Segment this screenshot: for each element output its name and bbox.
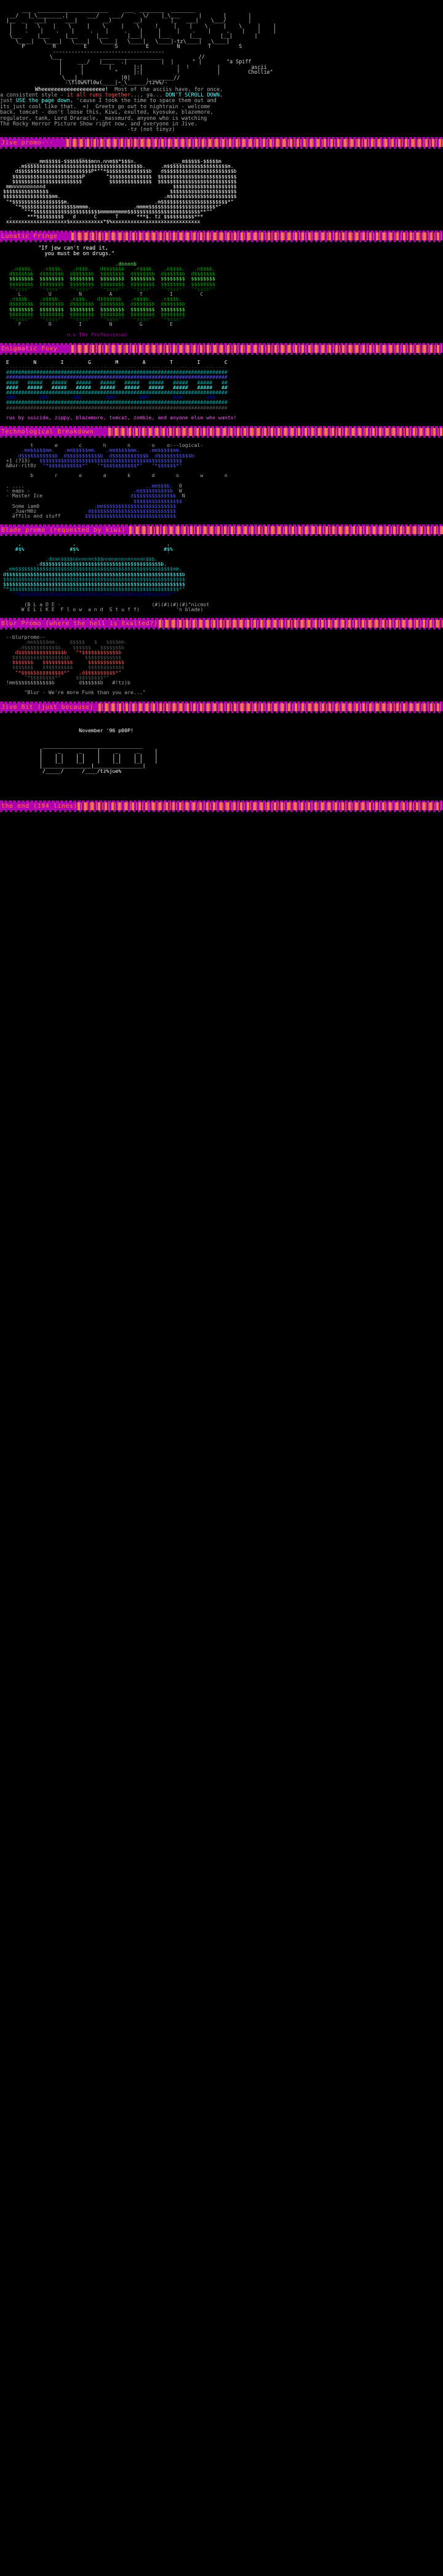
header-bar: Technological Breakdown (0, 428, 443, 437)
header-dither-top (0, 426, 443, 429)
header-dither-fill (159, 620, 443, 628)
header-dither-bottom (0, 240, 443, 242)
header-dither-bottom (0, 436, 443, 438)
section-header-the-end: the end (194 lines) (0, 800, 443, 812)
header-dither-fill (129, 526, 443, 535)
art-block: , , , #$% #$% #$% ' ' ' .dnnn$$$$nnnnnnn… (0, 540, 210, 612)
section-header-technological-breakdown: Technological Breakdown (0, 426, 443, 438)
art-enigmatic-foxy: E N I G M A T I C ----------------------… (0, 357, 443, 422)
quote-text: "If jew can't read it, you must be on dr… (38, 245, 115, 258)
flow-logo-ascii: ------------------------------------ \__… (49, 48, 273, 86)
section-label: Jive promo--- (1, 139, 54, 146)
header-dither-top (0, 701, 443, 703)
art-jive-bit: November '96 p00P! _____________________… (0, 716, 443, 776)
header-dither-top (0, 524, 443, 527)
intro-line-0: Wheeeeeeeeeeeeeeeeeeee! Most of the asci… (0, 86, 223, 133)
section-header-blur-promo: Blur Promo (where the hell is Exalted?) (0, 618, 443, 630)
header-dither-top (0, 342, 443, 345)
section-header-blade-promo: Blade promo (requested by kiwi) (0, 524, 443, 537)
banner-ascii: ___ _______________________ ___ ________… (6, 7, 276, 50)
intro-blurb: Wheeeeeeeeeeeeeeeeeeee! Most of the asci… (0, 85, 443, 133)
section-label: Blur Promo (where the hell is Exalted?) (1, 620, 158, 628)
art-block: __ ____mm$$$$$-$$$$$$m$$mnn.nnm$$*$$$n. … (2, 152, 237, 225)
header-dither-bottom (0, 711, 443, 713)
header-bar: Lunatic Fringe (0, 232, 443, 240)
quote-lunatic-fringe: "If jew can't read it, you must be on dr… (0, 245, 443, 259)
art-block: t e c h n o o---logical- .mm$$$$$mm. .mm… (0, 442, 228, 520)
section-label: Lunatic Fringe (1, 232, 58, 240)
section-header-enigmatic-foxy: Enigmatic Foxy (0, 342, 443, 355)
header-dither-bottom (0, 146, 443, 149)
header-bar: Jive promo--- (0, 138, 443, 147)
header-dither-top (0, 618, 443, 620)
presents-banner: ___ _______________________ ___ ________… (0, 0, 443, 85)
header-bar: Blur Promo (where the hell is Exalted?) (0, 620, 443, 628)
header-dither-bottom (0, 352, 443, 355)
section-header-jive-promo: Jive promo--- (0, 136, 443, 149)
header-dither-top (0, 136, 443, 139)
art-technological-breakdown: t e c h n o o---logical- .mm$$$$$mm. .mm… (0, 440, 443, 521)
header-bar: Jive Bit (just because) (0, 703, 443, 711)
header-bar: Enigmatic Foxy (0, 344, 443, 353)
header-dither-bottom (0, 628, 443, 630)
header-dither-fill (98, 703, 443, 711)
section-label: Jive Bit (just because) (1, 703, 94, 711)
art-blur-promo: --blurpromo-- .mm$$$$$mm. $$$$$ $ $$$$mm… (0, 632, 443, 697)
section-label: Blade promo (requested by kiwi) (1, 527, 126, 534)
header-dither-top (0, 230, 443, 232)
header-dither-fill (108, 428, 443, 437)
footer-label: the end (194 lines) (1, 802, 78, 810)
header-bar: Blade promo (requested by kiwi) (0, 526, 443, 535)
art-lunatic-fringe: .dnnnnb .n$$$b. .n$$$b. .n$$b. d$$$$$$b … (0, 259, 443, 339)
header-bar: the end (194 lines) (0, 802, 443, 810)
header-dither-fill (66, 138, 443, 147)
header-dither-fill (71, 232, 443, 240)
art-blade-promo: , , , #$% #$% #$% ' ' ' .dnnn$$$$nnnnnnn… (0, 539, 443, 614)
header-dither-bottom (0, 534, 443, 537)
art-block: E N I G M A T I C ----------------------… (0, 358, 237, 421)
section-header-lunatic-fringe: Lunatic Fringe (0, 230, 443, 242)
header-dither-bottom (0, 810, 443, 812)
section-header-jive-bit: Jive Bit (just because) (0, 701, 443, 713)
art-jive-promo: __ ____mm$$$$$-$$$$$$m$$mnn.nnm$$*$$$n. … (0, 151, 443, 227)
section-label: Enigmatic Foxy (1, 345, 58, 352)
header-dither-top (0, 800, 443, 802)
art-block: .dnnnnb .n$$$b. .n$$$b. .n$$b. d$$$$$$b … (0, 260, 215, 338)
header-dither-fill (78, 802, 443, 810)
art-block: --blurpromo-- .mm$$$$$mm. $$$$$ $ $$$$mm… (0, 634, 146, 696)
header-dither-fill (71, 344, 443, 353)
ascii-art-page: ___ _______________________ ___ ________… (0, 0, 443, 815)
art-block: November '96 p00P! _____________________… (39, 727, 158, 774)
section-label: Technological Breakdown (1, 429, 94, 436)
